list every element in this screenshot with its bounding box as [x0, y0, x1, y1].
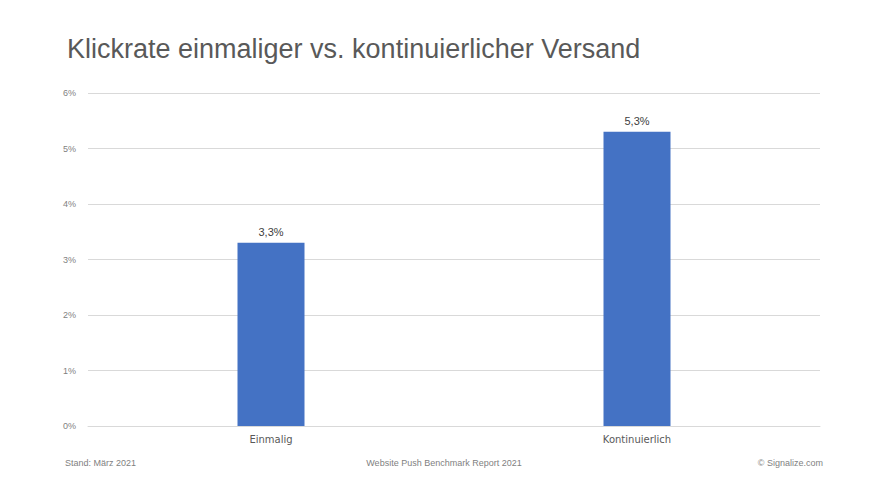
svg-text:6%: 6%: [63, 88, 76, 98]
svg-text:4%: 4%: [63, 199, 76, 209]
svg-text:3%: 3%: [63, 255, 76, 265]
svg-text:Stand: März 2021: Stand: März 2021: [65, 458, 136, 468]
svg-text:Klickrate einmaliger vs. konti: Klickrate einmaliger vs. kontinuierliche…: [67, 34, 640, 64]
svg-text:2%: 2%: [63, 310, 76, 320]
svg-text:3,3%: 3,3%: [258, 226, 283, 238]
svg-text:0%: 0%: [63, 421, 76, 431]
svg-text:Website Push Benchmark Report: Website Push Benchmark Report 2021: [366, 458, 521, 468]
svg-text:5%: 5%: [63, 144, 76, 154]
svg-text:1%: 1%: [63, 366, 76, 376]
svg-text:© Signalize.com: © Signalize.com: [758, 458, 823, 468]
svg-text:Einmalig: Einmalig: [249, 434, 292, 445]
svg-text:5,3%: 5,3%: [624, 115, 649, 127]
svg-text:Kontinuierlich: Kontinuierlich: [603, 434, 671, 445]
